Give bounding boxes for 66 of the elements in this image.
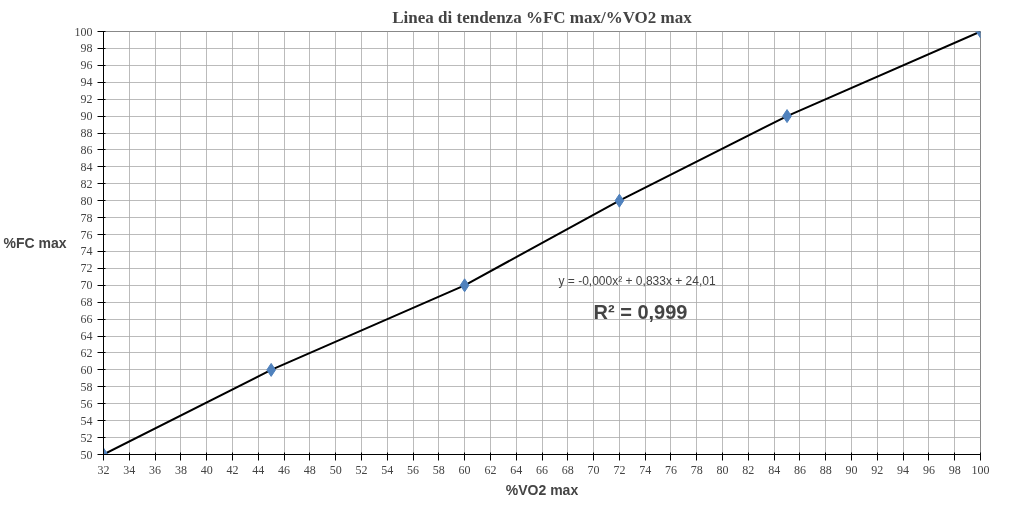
y-tick-label: 56 [80,396,93,411]
x-tick-label: 92 [871,462,884,477]
x-tick-label: 100 [971,462,990,477]
y-tick-label: 80 [80,193,93,208]
y-tick-label: 94 [80,75,93,90]
y-tick-label: 70 [80,278,93,293]
x-tick-label: 86 [793,462,806,477]
x-tick-label: 72 [613,462,626,477]
y-tick-label: 96 [80,58,93,73]
x-tick-label: 62 [484,462,497,477]
y-tick-label: 60 [80,362,93,377]
y-tick-label: 78 [80,210,93,225]
annotation: R² = 0,999 [593,300,688,323]
x-tick-label: 90 [845,462,858,477]
x-tick-label: 56 [407,462,420,477]
y-tick-label: 62 [80,345,93,360]
y-tick-label: 88 [80,126,93,141]
x-tick-label: 84 [768,462,781,477]
y-tick-label: 98 [80,41,93,56]
y-tick-label: 100 [74,24,93,39]
x-tick-label: 76 [664,462,677,477]
x-tick-label: 60 [458,462,471,477]
x-tick-label: 34 [123,462,136,477]
x-tick-label: 70 [587,462,600,477]
x-tick-label: 96 [922,462,935,477]
y-tick-label: 90 [80,109,93,124]
x-tick-label: 36 [149,462,162,477]
x-tick-label: 42 [226,462,239,477]
x-tick-label: 66 [536,462,548,477]
x-tick-label: 64 [510,462,523,477]
x-tick-label: 32 [97,462,110,477]
x-tick-label: 80 [716,462,729,477]
x-tick-label: 50 [329,462,342,477]
y-tick-label: 50 [80,447,93,462]
x-tick-label: 74 [639,462,652,477]
y-tick-label: 68 [80,295,93,310]
x-tick-label: 78 [690,462,703,477]
y-tick-label: 82 [80,176,93,191]
chart-title: Linea di tendenza %FC max/%VO2 max [392,7,693,27]
x-tick-label: 46 [278,462,291,477]
y-tick-label: 58 [80,379,93,394]
y-tick-label: 92 [80,92,93,107]
y-tick-label: 74 [80,244,93,259]
x-tick-label: 40 [200,462,213,477]
x-tick-label: 48 [303,462,316,477]
y-tick-label: 72 [80,261,93,276]
y-tick-label: 64 [80,329,93,344]
x-tick-label: 94 [897,462,910,477]
x-tick-label: 88 [819,462,832,477]
x-tick-label: 68 [561,462,574,477]
y-axis-title: %FC max [3,235,67,251]
x-axis-title: %VO2 max [505,481,579,498]
y-tick-label: 76 [80,227,93,242]
x-tick-label: 82 [742,462,755,477]
y-tick-label: 54 [80,413,93,428]
x-tick-label: 44 [252,462,265,477]
y-tick-label: 52 [80,430,93,445]
x-tick-label: 58 [432,462,445,477]
y-tick-label: 86 [80,142,93,157]
x-tick-label: 52 [355,462,368,477]
annotation: y = -0,000x² + 0,833x + 24,01 [558,273,716,288]
x-tick-label: 98 [948,462,961,477]
x-tick-label: 54 [381,462,394,477]
y-tick-label: 84 [80,159,93,174]
y-tick-label: 66 [80,312,93,327]
x-tick-label: 38 [174,462,187,477]
